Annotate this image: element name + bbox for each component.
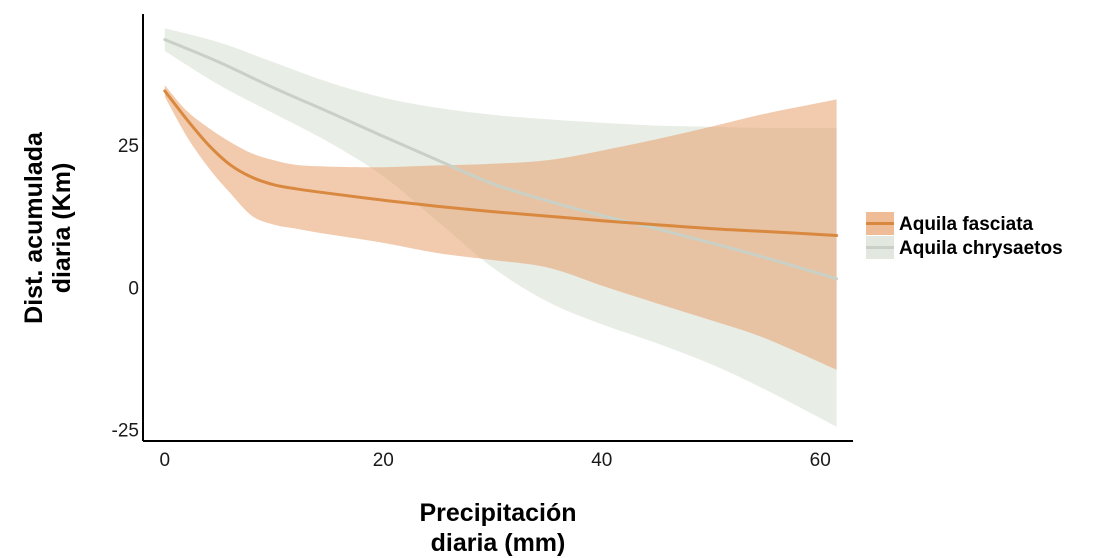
confidence-bands bbox=[164, 28, 837, 427]
y-axis-title-line2: diaria (Km) bbox=[48, 163, 76, 294]
y-axis-title: Dist. acumulada diaria (Km) bbox=[20, 131, 76, 324]
x-tick-label: 60 bbox=[810, 450, 831, 471]
x-tick-label: 20 bbox=[373, 450, 394, 471]
y-tick-label: -25 bbox=[112, 421, 139, 442]
y-tick-label: 25 bbox=[118, 136, 139, 157]
legend-label-aquila-fasciata: Aquila fasciata bbox=[899, 214, 1034, 235]
x-tick-label: 0 bbox=[160, 450, 171, 471]
y-tick-label: 0 bbox=[128, 278, 139, 299]
line-aquila-fasciata bbox=[163, 89, 839, 237]
axes bbox=[142, 14, 853, 442]
y-axis-title-line1: Dist. acumulada bbox=[20, 131, 48, 324]
y-ticks: -25 0 25 bbox=[112, 136, 139, 442]
x-axis-title-line1: Precipitación bbox=[420, 499, 577, 527]
legend: Aquila fasciata Aquila chrysaetos bbox=[866, 212, 1063, 259]
legend-label-aquila-chrysaetos: Aquila chrysaetos bbox=[899, 238, 1063, 259]
x-ticks: 0 20 40 60 bbox=[160, 450, 831, 471]
x-tick-label: 40 bbox=[591, 450, 612, 471]
band-aquila-fasciata bbox=[164, 85, 837, 370]
line-aquila-chrysaetos bbox=[163, 38, 839, 281]
series-lines bbox=[163, 38, 839, 281]
x-axis-title-line2: diaria (mm) bbox=[431, 529, 566, 557]
